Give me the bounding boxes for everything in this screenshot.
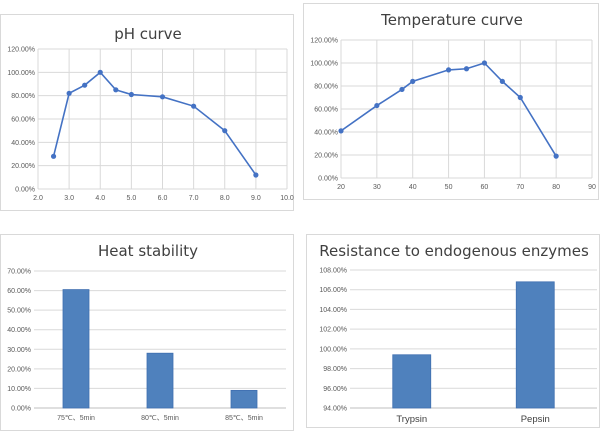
y-tick-label: 40.00% (314, 130, 338, 137)
y-tick-label: 80.00% (11, 93, 35, 100)
x-tick-label: 3.0 (64, 195, 74, 202)
data-point (113, 87, 119, 93)
y-tick-label: 94.00% (323, 406, 347, 413)
y-tick-label: 0.00% (11, 406, 31, 413)
y-tick-label: 120.00% (310, 38, 338, 45)
y-tick-label: 20.00% (314, 153, 338, 160)
x-tick-label: 2.0 (33, 195, 43, 202)
ph-chart-panel: pH curve 0.00% 20.00% 40.00% 60.00% 80.00% 100… (0, 14, 294, 211)
bar (392, 354, 432, 409)
data-point (191, 103, 197, 109)
y-tick-label: 100.00% (7, 70, 35, 77)
data-point (481, 60, 488, 66)
data-point (374, 102, 380, 109)
y-tick-label: 104.00% (319, 307, 347, 314)
chart-title: Temperature curve (380, 11, 523, 29)
temperature-chart: Temperature curve 0.00% 20.00% 40.00% 60.00%… (310, 11, 596, 191)
heat-stability-chart-panel: Heat stability 0.00% 10.00% 20.00% 30.00% 40.… (0, 234, 294, 431)
y-tick-label: 98.00% (323, 366, 347, 373)
x-category-label: 85℃、5min (225, 415, 263, 422)
y-tick-label: 40.00% (11, 140, 35, 147)
y-tick-label: 20.00% (7, 366, 31, 373)
y-tick-label: 60.00% (7, 288, 31, 295)
temperature-chart-panel: Temperature curve 0.00% 20.00% 40.00% 60.00%… (303, 3, 599, 200)
x-category-label: 80℃、5min (141, 415, 179, 422)
x-tick-label: 70 (516, 184, 524, 191)
data-point (50, 153, 57, 159)
x-tick-label: 8.0 (220, 195, 230, 202)
x-category-label: Pepsin (521, 414, 550, 425)
y-tick-label: 60.00% (11, 117, 35, 124)
x-tick-label: 6.0 (158, 195, 168, 202)
y-tick-label: 100.00% (310, 61, 338, 68)
y-tick-label: 10.00% (7, 386, 31, 393)
y-tick-label: 60.00% (314, 107, 338, 114)
data-point (253, 172, 259, 178)
x-tick-label: 50 (445, 184, 453, 191)
data-point (159, 94, 166, 100)
x-tick-label: 30 (373, 184, 381, 191)
y-tick-label: 30.00% (7, 347, 31, 354)
y-tick-label: 20.00% (11, 163, 35, 170)
x-tick-label: 60 (481, 184, 489, 191)
x-tick-label: 4.0 (95, 195, 105, 202)
y-tick-label: 96.00% (323, 386, 347, 393)
bar (62, 289, 90, 409)
data-point (445, 67, 452, 73)
y-tick-label: 120.00% (7, 47, 35, 54)
x-tick-label: 40 (409, 184, 417, 191)
chart-title: Resistance to endogenous enzymes (319, 242, 589, 260)
x-tick-label: 90 (588, 184, 596, 191)
x-tick-label: 20 (337, 184, 345, 191)
data-point (222, 128, 228, 134)
bar (515, 281, 555, 409)
ph-chart: pH curve 0.00% 20.00% 40.00% 60.00% 80.00% 100… (7, 25, 294, 202)
x-category-label: 75℃、5min (57, 415, 95, 422)
x-tick-label: 5.0 (127, 195, 137, 202)
bar (146, 352, 174, 409)
data-point (399, 86, 405, 93)
data-point (97, 69, 103, 75)
series-line (340, 62, 557, 157)
bar (230, 389, 258, 409)
data-point (410, 78, 416, 84)
y-tick-label: 40.00% (7, 327, 31, 334)
y-tick-label: 80.00% (314, 84, 338, 91)
chart-title: pH curve (114, 25, 182, 43)
data-point (517, 94, 523, 101)
chart-title: Heat stability (98, 242, 198, 260)
data-point (128, 91, 134, 98)
data-point (66, 90, 72, 96)
data-point (82, 82, 88, 88)
x-tick-label: 7.0 (189, 195, 199, 202)
y-tick-label: 70.00% (7, 269, 31, 276)
data-point (499, 78, 505, 84)
series-line (52, 71, 257, 176)
y-tick-label: 0.00% (15, 187, 35, 194)
y-tick-label: 108.00% (319, 268, 347, 275)
y-tick-label: 102.00% (319, 327, 347, 334)
x-category-label: Trypsin (396, 414, 427, 425)
x-tick-label: 9.0 (251, 195, 261, 202)
heat-stability-chart: Heat stability 0.00% 10.00% 20.00% 30.00% 40.… (7, 242, 286, 422)
y-tick-label: 50.00% (7, 308, 31, 315)
y-tick-label: 106.00% (319, 287, 347, 294)
x-tick-label: 80 (552, 184, 560, 191)
resistance-chart: Resistance to endogenous enzymes 94.00% 96… (319, 242, 597, 425)
y-tick-label: 100.00% (319, 346, 347, 353)
resistance-chart-panel: Resistance to endogenous enzymes 94.00% 96… (306, 234, 600, 428)
x-tick-label: 10.0 (280, 195, 294, 202)
y-tick-label: 0.00% (318, 176, 338, 183)
data-point (553, 153, 559, 159)
data-point (463, 66, 470, 72)
data-point (338, 128, 344, 134)
